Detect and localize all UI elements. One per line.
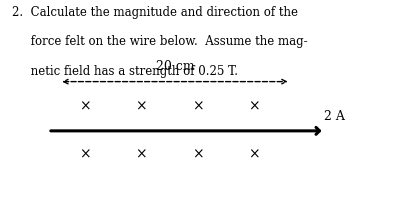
Text: ×: × [192, 148, 203, 162]
Text: force felt on the wire below.  Assume the mag-: force felt on the wire below. Assume the… [12, 35, 307, 48]
Text: ×: × [79, 148, 90, 162]
Text: 2.  Calculate the magnitude and direction of the: 2. Calculate the magnitude and direction… [12, 6, 298, 19]
Text: ×: × [248, 100, 260, 114]
Text: 20 cm: 20 cm [156, 60, 194, 73]
Text: ×: × [248, 148, 260, 162]
Text: ×: × [135, 148, 147, 162]
Text: 2 A: 2 A [324, 110, 345, 123]
Text: ×: × [192, 100, 203, 114]
Text: netic field has a strength of 0.25 T.: netic field has a strength of 0.25 T. [12, 65, 238, 78]
Text: ×: × [79, 100, 90, 114]
Text: ×: × [135, 100, 147, 114]
